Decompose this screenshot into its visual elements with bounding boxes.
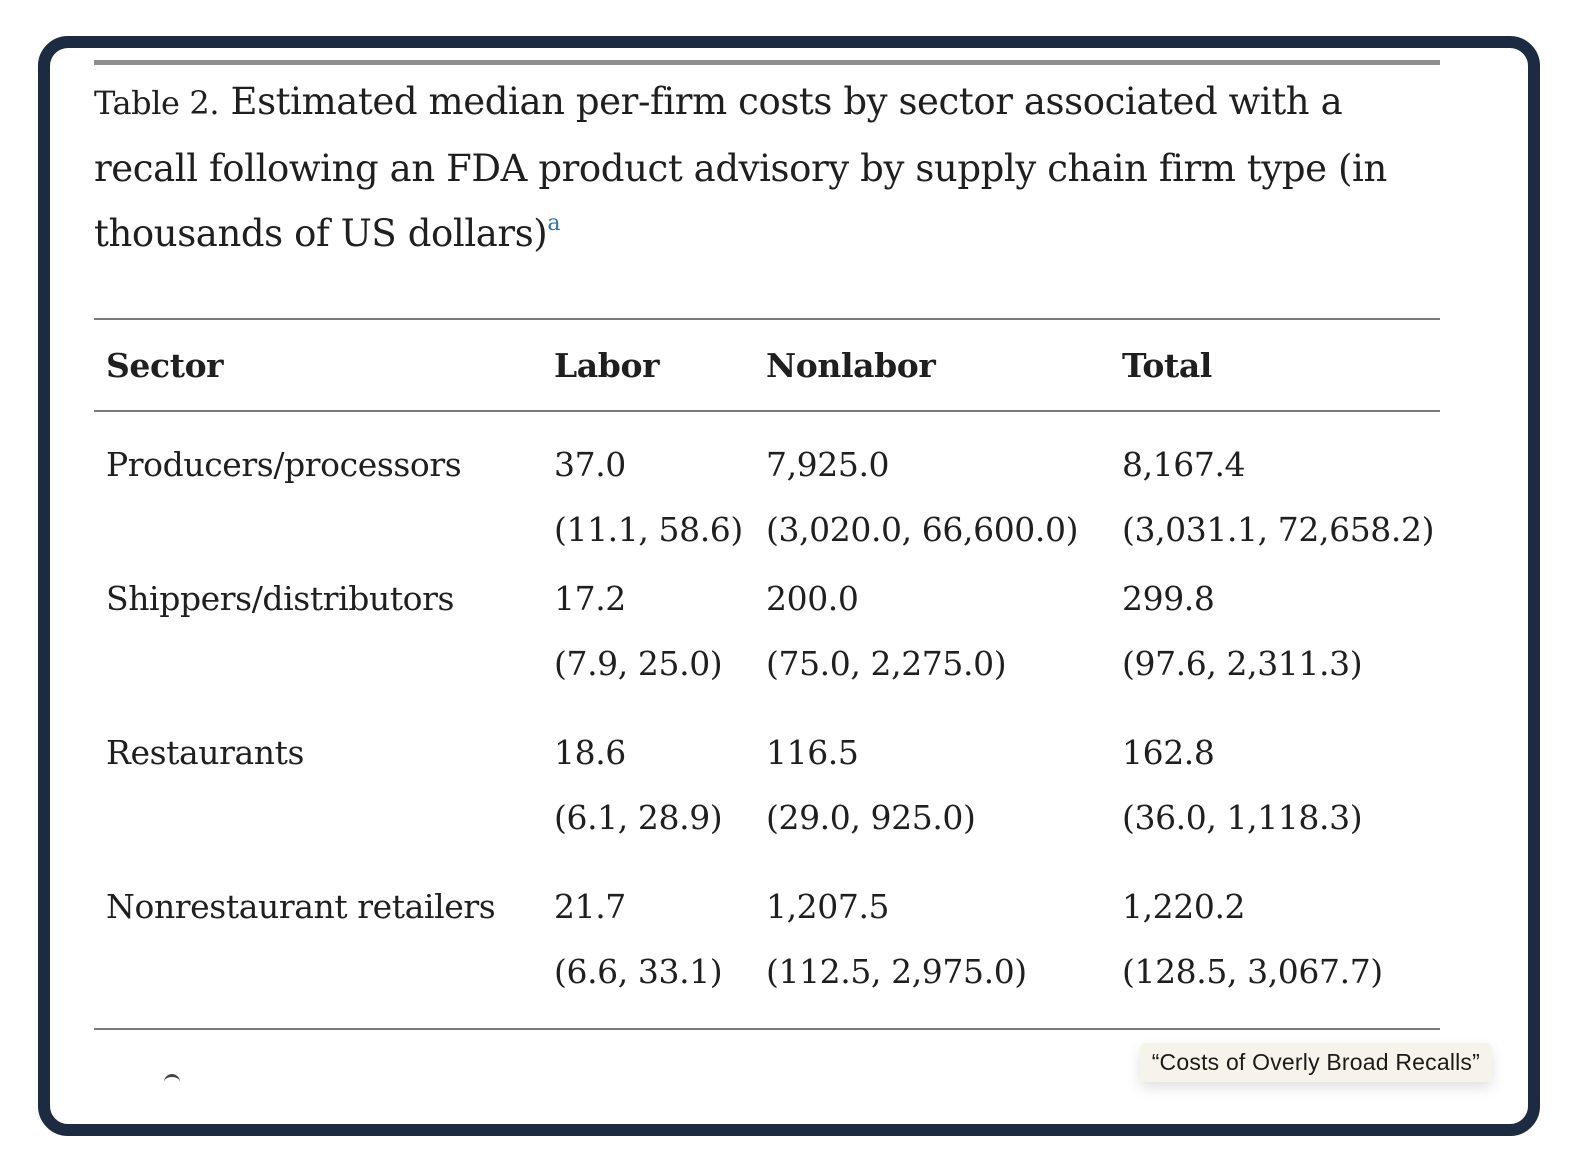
nonlabor-cell: 200.0 (75.0, 2,275.0) (754, 566, 1110, 720)
header-row: Sector Labor Nonlabor Total (94, 319, 1440, 411)
labor-range: (7.9, 25.0) (554, 644, 723, 683)
total-cell: 1,220.2 (128.5, 3,067.7) (1110, 874, 1440, 1029)
link-tooltip: “Costs of Overly Broad Recalls” (1139, 1043, 1492, 1082)
nonlabor-range: (3,020.0, 66,600.0) (766, 510, 1079, 549)
nonlabor-range: (112.5, 2,975.0) (766, 952, 1027, 991)
total-range: (36.0, 1,118.3) (1122, 798, 1363, 837)
sector-name: Restaurants (106, 733, 304, 772)
sector-cell: Nonrestaurant retailers (94, 874, 542, 1029)
nonlabor-median: 7,925.0 (766, 445, 890, 484)
header-sector: Sector (106, 345, 224, 385)
labor-range: (6.1, 28.9) (554, 798, 723, 837)
labor-cell: 37.0 (11.1, 58.6) (542, 411, 754, 566)
total-range: (97.6, 2,311.3) (1122, 644, 1363, 683)
sector-cell: Restaurants (94, 720, 542, 874)
labor-median: 18.6 (554, 733, 626, 772)
total-cell: 299.8 (97.6, 2,311.3) (1110, 566, 1440, 720)
header-total: Total (1122, 345, 1212, 385)
caption-text: Estimated median per-firm costs by secto… (94, 80, 1387, 255)
labor-cell: 17.2 (7.9, 25.0) (542, 566, 754, 720)
screenshot-frame: Table 2. Estimated median per-firm costs… (38, 36, 1540, 1136)
nonlabor-median: 200.0 (766, 579, 859, 618)
total-cell: 8,167.4 (3,031.1, 72,658.2) (1110, 411, 1440, 566)
header-labor: Labor (554, 345, 660, 385)
header-nonlabor: Nonlabor (766, 345, 936, 385)
table-caption: Table 2. Estimated median per-firm costs… (94, 69, 1440, 266)
total-median: 299.8 (1122, 579, 1215, 618)
top-rule (94, 60, 1440, 65)
nonlabor-cell: 116.5 (29.0, 925.0) (754, 720, 1110, 874)
labor-cell: 18.6 (6.1, 28.9) (542, 720, 754, 874)
labor-median: 21.7 (554, 887, 626, 926)
labor-cell: 21.7 (6.6, 33.1) (542, 874, 754, 1029)
labor-range: (11.1, 58.6) (554, 510, 743, 549)
labor-range: (6.6, 33.1) (554, 952, 723, 991)
table-row: Shippers/distributors 17.2 (7.9, 25.0) 2… (94, 566, 1440, 720)
table-row: Producers/processors 37.0 (11.1, 58.6) 7… (94, 411, 1440, 566)
total-range: (3,031.1, 72,658.2) (1122, 510, 1435, 549)
table-row: Nonrestaurant retailers 21.7 (6.6, 33.1)… (94, 874, 1440, 1029)
sector-cell: Producers/processors (94, 411, 542, 566)
total-range: (128.5, 3,067.7) (1122, 952, 1383, 991)
sector-name: Producers/processors (106, 445, 462, 484)
total-cell: 162.8 (36.0, 1,118.3) (1110, 720, 1440, 874)
total-median: 8,167.4 (1122, 445, 1246, 484)
nonlabor-median: 1,207.5 (766, 887, 890, 926)
total-median: 162.8 (1122, 733, 1215, 772)
total-median: 1,220.2 (1122, 887, 1246, 926)
sector-name: Nonrestaurant retailers (106, 887, 496, 926)
caption-label: Table 2. (94, 84, 220, 122)
cost-table: Sector Labor Nonlabor Total Producers/pr… (94, 318, 1440, 1030)
sector-cell: Shippers/distributors (94, 566, 542, 720)
nonlabor-range: (75.0, 2,275.0) (766, 644, 1007, 683)
footnote-link[interactable]: a (547, 211, 561, 236)
table-container: Table 2. Estimated median per-firm costs… (94, 60, 1440, 1030)
truncated-footnote-glyph (164, 1074, 180, 1085)
nonlabor-cell: 1,207.5 (112.5, 2,975.0) (754, 874, 1110, 1029)
table-row: Restaurants 18.6 (6.1, 28.9) 116.5 (29.0… (94, 720, 1440, 874)
labor-median: 37.0 (554, 445, 626, 484)
nonlabor-cell: 7,925.0 (3,020.0, 66,600.0) (754, 411, 1110, 566)
labor-median: 17.2 (554, 579, 626, 618)
nonlabor-median: 116.5 (766, 733, 859, 772)
sector-name: Shippers/distributors (106, 579, 455, 618)
nonlabor-range: (29.0, 925.0) (766, 798, 976, 837)
